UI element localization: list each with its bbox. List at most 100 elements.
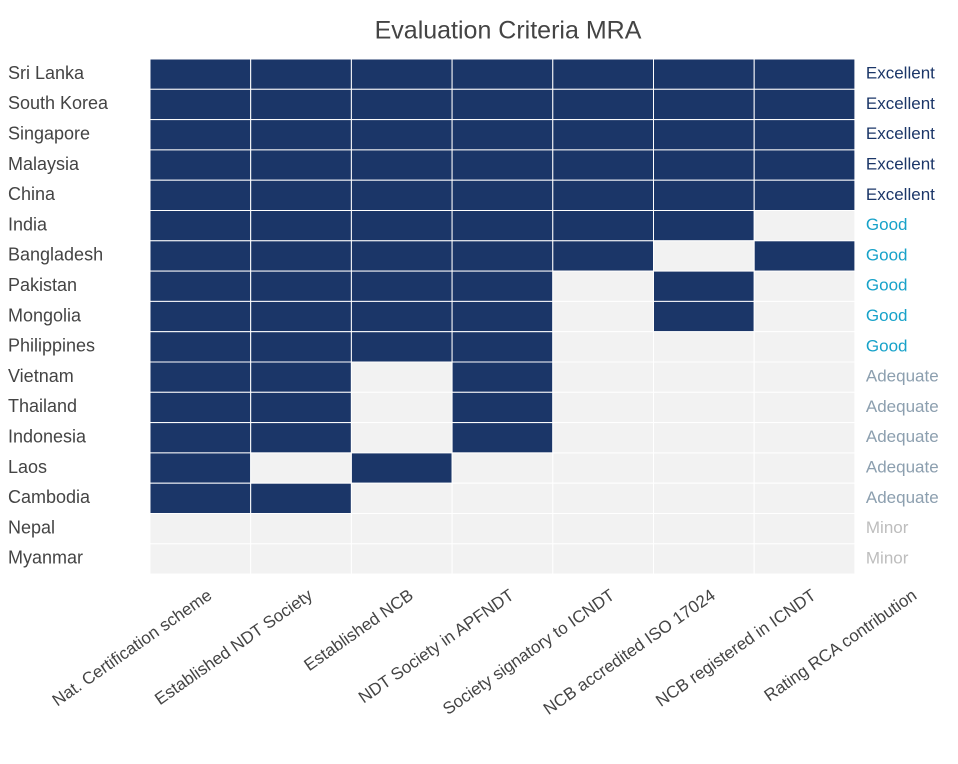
column-label: NCB accredited ISO 17024 — [540, 585, 719, 718]
cell — [753, 88, 856, 121]
cell — [350, 119, 453, 151]
cell — [149, 119, 252, 151]
row-label: Nepal — [8, 517, 55, 537]
cell — [753, 119, 856, 151]
row-label: South Korea — [8, 93, 109, 113]
column-label: Society signatory to ICNDT — [439, 585, 618, 718]
cell — [350, 240, 453, 272]
rating-label: Excellent — [866, 185, 935, 204]
cell — [753, 422, 856, 454]
rating-label: Excellent — [866, 94, 935, 113]
cell — [451, 422, 554, 454]
cell — [552, 240, 654, 272]
cell — [552, 270, 654, 302]
cell — [653, 361, 755, 393]
rating-label: Good — [866, 215, 908, 234]
cell — [552, 210, 654, 242]
cell — [753, 513, 856, 545]
cell — [552, 543, 654, 575]
rating-label: Good — [866, 306, 908, 325]
cell — [250, 58, 352, 90]
rating-label: Excellent — [866, 124, 935, 143]
cell — [653, 179, 755, 211]
cell — [350, 543, 453, 575]
rating-label: Adequate — [866, 397, 939, 416]
cell — [149, 543, 252, 575]
cell — [350, 179, 453, 211]
cell — [149, 58, 252, 90]
cell — [350, 88, 453, 121]
row-label: Mongolia — [8, 305, 82, 325]
cell — [653, 391, 755, 424]
row-label: Malaysia — [8, 154, 80, 174]
row-label: China — [8, 184, 56, 204]
cell — [149, 331, 252, 363]
cell — [451, 331, 554, 363]
cell — [149, 513, 252, 545]
row-label: Bangladesh — [8, 245, 103, 265]
cell — [149, 452, 252, 484]
cell — [653, 452, 755, 484]
cell — [250, 422, 352, 454]
row-label: Vietnam — [8, 366, 74, 386]
cell — [653, 119, 755, 151]
cell — [451, 482, 554, 515]
row-label: Cambodia — [8, 487, 91, 507]
cell — [451, 179, 554, 211]
row-label: Singapore — [8, 124, 90, 144]
cell — [451, 543, 554, 575]
cell — [753, 240, 856, 272]
cell — [451, 391, 554, 424]
cell — [552, 361, 654, 393]
row-label: Philippines — [8, 336, 95, 356]
cell — [753, 452, 856, 484]
cell — [250, 513, 352, 545]
cell — [149, 179, 252, 211]
rating-label: Good — [866, 276, 908, 295]
cell — [552, 149, 654, 181]
cell — [653, 210, 755, 242]
cell — [653, 88, 755, 121]
cell — [552, 88, 654, 121]
cell — [753, 210, 856, 242]
cell — [753, 270, 856, 302]
cell — [350, 513, 453, 545]
cell — [451, 88, 554, 121]
row-label: India — [8, 214, 48, 234]
row-label: Pakistan — [8, 275, 77, 295]
cell — [753, 179, 856, 211]
cell — [350, 300, 453, 333]
cell — [653, 331, 755, 363]
cell — [653, 300, 755, 333]
cell — [451, 452, 554, 484]
cell — [552, 452, 654, 484]
cell — [451, 58, 554, 90]
cell — [149, 270, 252, 302]
cell — [451, 300, 554, 333]
rating-label: Adequate — [866, 488, 939, 507]
cell — [350, 270, 453, 302]
rating-label: Minor — [866, 518, 909, 537]
cell — [149, 361, 252, 393]
cell — [753, 300, 856, 333]
cell — [753, 58, 856, 90]
cell — [149, 391, 252, 424]
rating-label: Excellent — [866, 155, 935, 174]
rating-label: Excellent — [866, 64, 935, 83]
row-label: Laos — [8, 457, 47, 477]
cell — [149, 422, 252, 454]
cell — [552, 513, 654, 545]
cell — [753, 543, 856, 575]
cell — [753, 391, 856, 424]
cell — [350, 361, 453, 393]
cell — [451, 240, 554, 272]
cell — [552, 179, 654, 211]
cell — [653, 543, 755, 575]
cell — [149, 300, 252, 333]
row-label: Myanmar — [8, 548, 83, 568]
row-label: Thailand — [8, 396, 77, 416]
chart-title: Evaluation Criteria MRA — [375, 17, 642, 45]
column-label: Nat. Certification scheme — [49, 585, 215, 709]
